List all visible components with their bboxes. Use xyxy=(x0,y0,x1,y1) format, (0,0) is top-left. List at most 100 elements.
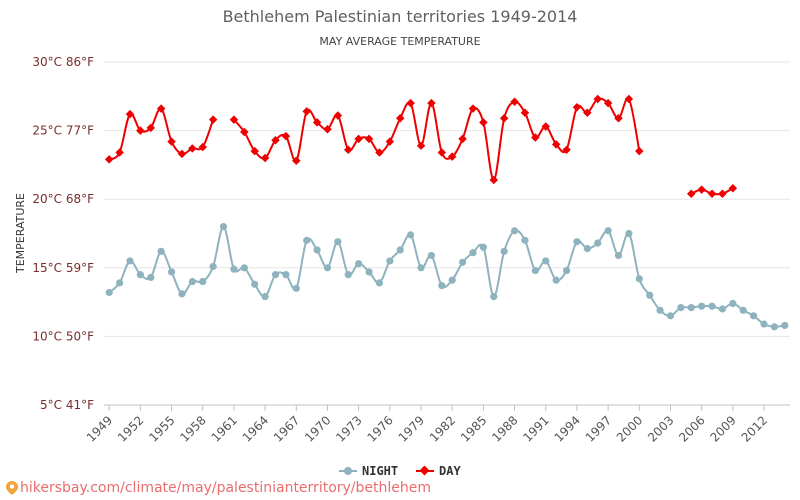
data-point xyxy=(635,146,644,156)
data-point xyxy=(136,271,144,279)
data-point xyxy=(760,320,768,328)
series-line xyxy=(108,225,785,328)
legend: NIGHT DAY xyxy=(339,464,461,478)
data-point xyxy=(407,231,415,239)
series-line xyxy=(108,107,215,161)
x-tick-label: 1979 xyxy=(396,413,427,444)
data-point xyxy=(448,276,456,284)
x-tick-label: 1997 xyxy=(583,413,614,444)
data-point xyxy=(438,282,446,290)
data-point xyxy=(292,284,300,292)
data-point xyxy=(500,247,508,255)
x-tick-label: 1949 xyxy=(84,413,115,444)
y-tick-label: 25°C 77°F xyxy=(32,124,94,138)
x-tick-label: 1982 xyxy=(427,413,458,444)
data-point xyxy=(489,175,499,185)
legend-item-night[interactable]: NIGHT xyxy=(339,464,398,478)
data-point xyxy=(739,306,747,314)
data-point xyxy=(396,246,404,254)
y-tick-label: 20°C 68°F xyxy=(32,192,94,206)
data-point xyxy=(698,302,706,310)
x-tick-label: 1991 xyxy=(520,413,551,444)
data-point xyxy=(521,236,529,244)
legend-item-day[interactable]: DAY xyxy=(416,464,461,478)
data-point xyxy=(656,306,664,314)
data-point xyxy=(520,108,530,118)
data-point xyxy=(729,299,737,308)
data-point xyxy=(646,291,654,299)
data-point xyxy=(355,260,363,268)
data-point xyxy=(677,303,685,312)
series-line xyxy=(233,97,641,182)
data-point xyxy=(303,236,311,244)
data-point xyxy=(209,262,217,271)
data-point xyxy=(427,98,436,108)
y-axis-tick-labels: 30°C 86°F 25°C 77°F 20°C 68°F 15°C 59°F 10°C… xyxy=(32,55,94,412)
data-point xyxy=(261,293,269,301)
data-point xyxy=(240,127,249,137)
x-tick-label: 1985 xyxy=(458,413,489,444)
data-point xyxy=(572,103,582,112)
data-point xyxy=(333,111,343,120)
data-point xyxy=(490,293,498,301)
data-point xyxy=(147,273,155,282)
data-point xyxy=(156,104,166,113)
data-point xyxy=(208,115,218,124)
y-axis-label: TEMPERATURE xyxy=(14,193,27,274)
x-tick-label: 1958 xyxy=(177,413,208,444)
data-point xyxy=(229,115,239,124)
source-link[interactable]: hikersbay.com/climate/may/palestinianter… xyxy=(6,480,431,496)
data-point xyxy=(406,98,415,108)
data-point xyxy=(282,271,290,279)
location-pin-icon xyxy=(6,481,18,495)
data-point xyxy=(126,257,134,265)
data-point xyxy=(718,305,727,313)
x-tick-label: 1970 xyxy=(302,413,333,444)
x-axis-tick-labels: 1949 1952 1955 1958 1961 1964 1967 1970 1973 1976… xyxy=(84,413,770,444)
data-point xyxy=(136,126,145,135)
data-point xyxy=(542,257,550,265)
data-point xyxy=(552,276,560,284)
data-point xyxy=(323,264,332,272)
x-tick-label: 1973 xyxy=(333,413,364,444)
data-point xyxy=(718,189,727,198)
data-point xyxy=(697,185,706,194)
data-point xyxy=(625,229,633,238)
data-point xyxy=(240,264,248,272)
data-point xyxy=(458,258,467,266)
data-point xyxy=(199,277,207,286)
data-point xyxy=(323,124,332,134)
data-point xyxy=(312,118,322,127)
data-point xyxy=(427,251,436,260)
data-point xyxy=(344,271,352,279)
data-point xyxy=(313,246,321,254)
data-point xyxy=(385,137,395,146)
x-tick-label: 1967 xyxy=(271,413,302,444)
legend-label-night: NIGHT xyxy=(362,464,398,478)
source-url: hikersbay.com/climate/may/palestinianter… xyxy=(20,480,432,496)
data-point xyxy=(499,114,509,123)
data-point xyxy=(395,114,405,123)
data-point xyxy=(105,288,113,297)
data-point xyxy=(562,266,571,275)
data-point xyxy=(468,104,478,113)
data-point xyxy=(687,303,695,312)
data-point xyxy=(115,279,124,287)
data-point xyxy=(344,145,353,155)
data-point xyxy=(573,238,581,246)
data-point xyxy=(250,146,259,156)
data-point xyxy=(604,227,612,235)
chart-subtitle: MAY AVERAGE TEMPERATURE xyxy=(319,35,481,48)
data-point xyxy=(437,148,447,157)
data-point xyxy=(458,134,467,144)
data-point xyxy=(375,148,384,157)
data-point xyxy=(167,268,176,276)
data-point xyxy=(167,137,176,146)
x-tick-label: 1976 xyxy=(364,413,395,444)
data-point xyxy=(750,312,758,320)
data-point xyxy=(115,148,124,157)
data-point xyxy=(687,189,696,198)
grid-lines xyxy=(104,61,790,406)
data-point xyxy=(177,149,187,159)
